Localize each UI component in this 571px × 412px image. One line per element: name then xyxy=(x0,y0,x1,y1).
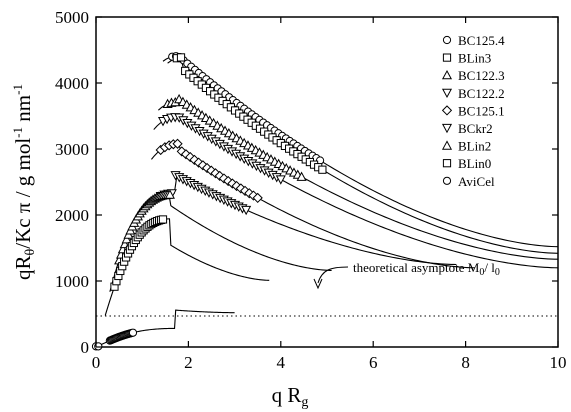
data-point xyxy=(235,183,246,194)
data-point xyxy=(241,205,252,216)
annotation-text: theoretical asymptote M0/ l0 xyxy=(353,260,500,278)
plot-frame xyxy=(95,16,559,348)
legend-marker xyxy=(442,176,452,185)
x-axis-title: q Rg xyxy=(272,383,309,410)
y-axis-ticks: 0 1000 2000 3000 4000 5000 xyxy=(55,8,558,357)
series-BC122.2 xyxy=(157,113,286,185)
plot-area xyxy=(91,16,559,351)
series-BLin3 xyxy=(172,53,327,174)
series-BCkr2 xyxy=(155,171,252,216)
data-point xyxy=(128,328,138,337)
y-tick-label: 4000 xyxy=(55,74,89,93)
legend-label: AviCel xyxy=(458,174,495,189)
data-point xyxy=(239,185,251,196)
data-point xyxy=(164,189,175,199)
data-point xyxy=(158,215,168,224)
data-point xyxy=(318,165,327,174)
series-BC122.3 xyxy=(162,93,307,181)
legend-marker xyxy=(442,35,452,45)
legend-label: BC122.3 xyxy=(458,68,505,83)
data-point xyxy=(218,173,230,184)
series-BC125.1 xyxy=(155,138,263,204)
x-tick-label: 6 xyxy=(369,353,378,372)
series-origin-points xyxy=(91,342,103,351)
data-point xyxy=(197,160,208,171)
y-tick-label: 5000 xyxy=(55,8,89,27)
legend-marker xyxy=(441,69,453,80)
legend-marker xyxy=(441,105,453,116)
x-tick-label: 10 xyxy=(550,353,567,372)
x-axis-ticks: 0 2 4 6 8 10 xyxy=(92,17,567,372)
data-point xyxy=(176,53,186,62)
data-point xyxy=(275,175,286,185)
data-point xyxy=(231,180,242,192)
data-point xyxy=(180,149,192,160)
legend-label: BC125.1 xyxy=(458,103,505,118)
y-tick-label: 1000 xyxy=(55,272,89,291)
legend-label: BLin2 xyxy=(458,139,491,154)
x-tick-label: 0 xyxy=(92,353,101,372)
annotation: theoretical asymptote M0/ l0 xyxy=(313,260,500,290)
legend-label: BLin0 xyxy=(458,156,491,171)
legend-label: BC122.2 xyxy=(458,86,505,101)
series-AviCel xyxy=(105,328,138,345)
series-BLin0 xyxy=(110,215,168,291)
legend: BC125.4 BLin3 BC122.3 BC122.2 BC125.1 BCkr2 BL… xyxy=(441,33,505,189)
legend-marker xyxy=(441,88,453,99)
x-tick-label: 2 xyxy=(184,353,193,372)
x-tick-label: 8 xyxy=(461,353,470,372)
legend-marker xyxy=(441,123,453,134)
data-point xyxy=(185,151,196,163)
legend-label: BCkr2 xyxy=(458,121,493,136)
data-point xyxy=(252,192,263,204)
data-points xyxy=(91,52,327,351)
series-BLin2 xyxy=(114,189,175,265)
data-point xyxy=(172,138,183,149)
legend-marker xyxy=(442,53,452,62)
y-tick-label: 2000 xyxy=(55,206,89,225)
annotation-arrow xyxy=(317,266,349,284)
x-tick-label: 4 xyxy=(277,353,286,372)
legend-marker xyxy=(441,140,453,150)
y-tick-label: 3000 xyxy=(55,140,89,159)
y-tick-label: 0 xyxy=(81,338,90,357)
data-point xyxy=(296,171,307,181)
annotation-arrowhead xyxy=(313,278,323,290)
legend-label: BLin3 xyxy=(458,51,491,66)
data-point xyxy=(201,162,213,174)
data-point xyxy=(223,175,234,187)
legend-label: BC125.4 xyxy=(458,33,505,48)
data-point xyxy=(214,170,225,181)
data-point xyxy=(121,233,132,244)
y-axis-title: qRθ/Kc π / g mol-1 nm-1 xyxy=(10,84,38,280)
legend-marker xyxy=(442,159,452,168)
